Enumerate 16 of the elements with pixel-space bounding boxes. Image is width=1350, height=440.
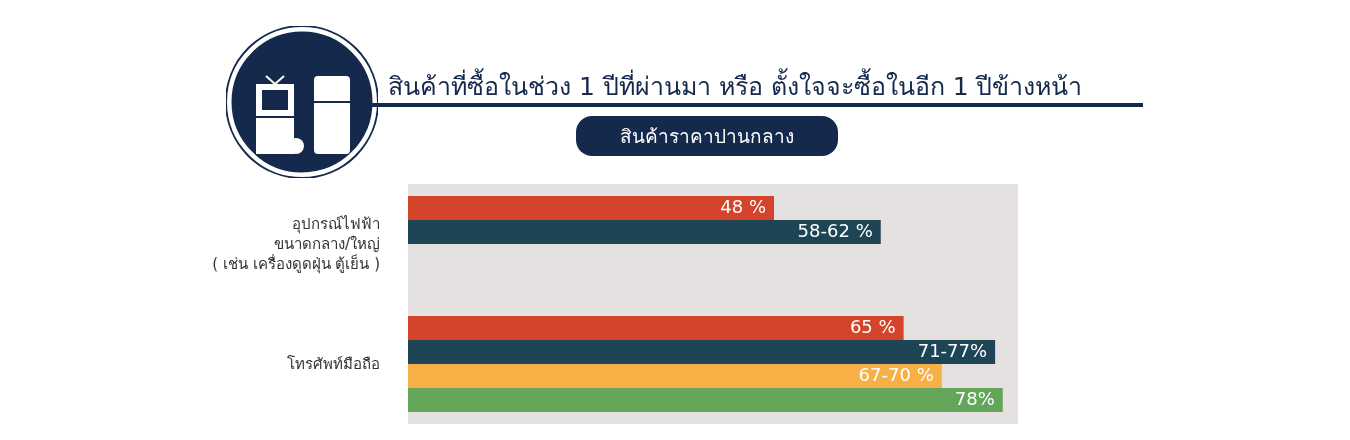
annotation: 71-77% — [917, 340, 988, 361]
data-label: 65 % — [849, 316, 896, 337]
y-tick-label: อุปกรณ์ไฟฟ้า ขนาดกลาง/ใหญ่ ( เช่น เครื่องดูดฝุ่น ตู้เย็น ) — [212, 214, 380, 274]
bar — [408, 340, 996, 364]
annotation: 58-62 % — [797, 220, 873, 241]
bar — [408, 196, 774, 220]
bar — [408, 364, 942, 388]
chart-subtitle: สินค้าราคาปานกลาง — [576, 116, 838, 156]
data-label: 78% — [954, 388, 995, 409]
annotation: 67-70 % — [858, 364, 934, 385]
data-label: 48 % — [720, 196, 766, 217]
bar — [408, 388, 1003, 412]
bar — [408, 316, 904, 340]
y-tick-label: โทรศัพท์มือถือ — [287, 354, 380, 373]
bar — [408, 220, 881, 244]
chart-title: สินค้าที่ซื้อในช่วง 1 ปีที่ผ่านมา หรือ ตั้งใจจะซื้อในอีก 1 ปีข้างหน้า — [388, 67, 1083, 103]
